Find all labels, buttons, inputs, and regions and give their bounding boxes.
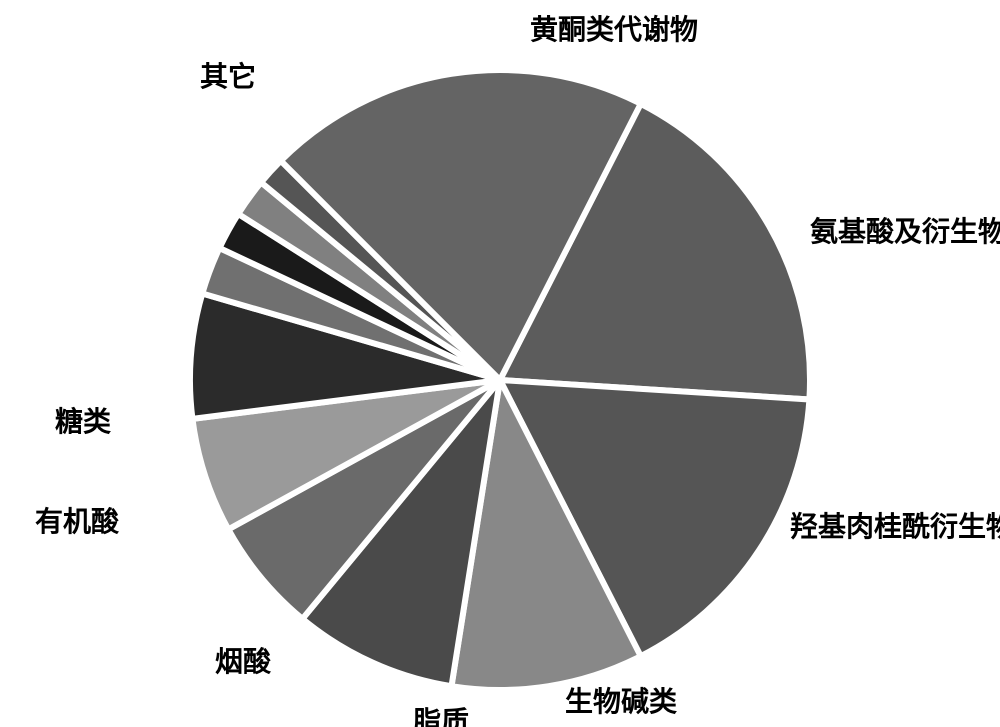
pie-chart-container: 黄酮类代谢物氨基酸及衍生物羟基肉桂酰衍生物生物碱类脂质 烟酸 有机酸 糖类 其它 [0, 0, 1000, 727]
slice-label: 脂质 [413, 700, 469, 727]
slice-label: 氨基酸及衍生物 [810, 210, 1000, 250]
slice-label: 烟酸 [215, 640, 271, 680]
slice-label: 有机酸 [35, 500, 119, 540]
slice-label: 羟基肉桂酰衍生物 [790, 505, 1000, 545]
slice-label: 生物碱类 [565, 680, 677, 720]
slice-label: 糖类 [55, 400, 111, 440]
pie-chart [0, 0, 1000, 727]
slice-label: 黄酮类代谢物 [530, 8, 698, 48]
slice-label: 其它 [200, 55, 256, 95]
